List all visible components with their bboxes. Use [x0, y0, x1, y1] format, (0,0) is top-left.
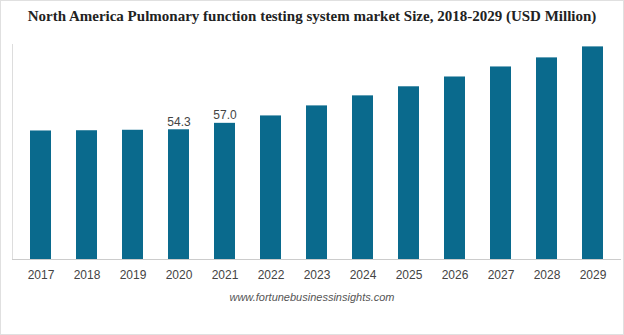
svg-text:2019: 2019 — [120, 268, 147, 282]
svg-text:2020: 2020 — [166, 268, 193, 282]
html-text:North America Pulmonary functi: North America Pulmonary function testing… — [27, 8, 597, 24]
svg-text:57.0: 57.0 — [213, 108, 237, 122]
svg-text:2025: 2025 — [396, 268, 423, 282]
svg-text:2024: 2024 — [350, 268, 377, 282]
svg-text:2022: 2022 — [258, 268, 285, 282]
svg-text:2027: 2027 — [488, 268, 515, 282]
svg-text:2021: 2021 — [212, 268, 239, 282]
svg-text:2018: 2018 — [74, 268, 101, 282]
svg-text:2028: 2028 — [534, 268, 561, 282]
svg-text:54.3: 54.3 — [167, 115, 191, 129]
svg-text:2026: 2026 — [442, 268, 469, 282]
html-text:www.fortunebusinessinsights.co: www.fortunebusinessinsights.com — [229, 291, 395, 303]
svg-text:2017: 2017 — [28, 268, 55, 282]
svg-text:2023: 2023 — [304, 268, 331, 282]
svg-text:2029: 2029 — [580, 268, 607, 282]
